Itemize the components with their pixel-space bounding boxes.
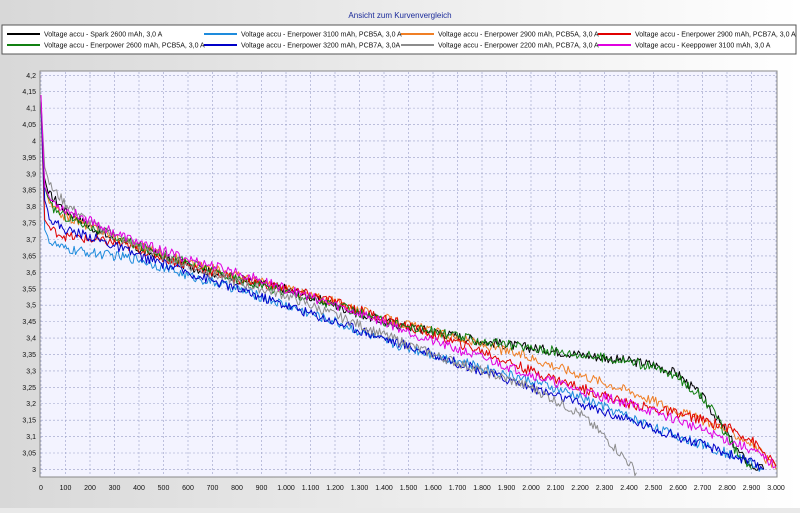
y-tick-label: 3,5 <box>26 303 36 310</box>
y-tick-label: 4,15 <box>22 89 36 96</box>
x-tick-label: 1.000 <box>277 485 295 492</box>
series-layer <box>40 94 777 477</box>
x-tick-label: 2.200 <box>571 485 589 492</box>
grid <box>40 72 777 476</box>
y-tick-label: 3,8 <box>26 204 36 211</box>
x-tick-label: 1.500 <box>400 485 418 492</box>
legend-label: Voltage accu - Keeppower 3100 mAh, 3,0 A <box>635 43 771 50</box>
x-tick-label: 1.700 <box>449 485 467 492</box>
x-axis: 0 100 200 300 400 500 600 700 800 900 1.000 1.100 1.… <box>39 485 785 492</box>
x-tick-label: 2.500 <box>645 485 663 492</box>
legend-label: Voltage accu - Enerpower 3100 mAh, PCB5A… <box>241 32 402 39</box>
y-tick-label: 3,05 <box>22 451 36 458</box>
x-tick-label: 1.200 <box>326 485 344 492</box>
x-tick-label: 400 <box>133 485 145 492</box>
y-tick-label: 3,75 <box>22 221 36 228</box>
x-tick-label: 700 <box>207 485 219 492</box>
y-tick-label: 3 <box>32 467 36 474</box>
y-tick-label: 3,85 <box>22 188 36 195</box>
x-tick-label: 1.600 <box>424 485 442 492</box>
x-tick-label: 2.400 <box>620 485 638 492</box>
legend-label: Voltage accu - Enerpower 3200 mAh, PCB7A… <box>241 43 400 50</box>
x-tick-label: 2.800 <box>718 485 736 492</box>
x-tick-label: 2.600 <box>669 485 687 492</box>
x-tick-label: 2.000 <box>522 485 540 492</box>
y-tick-label: 3,15 <box>22 418 36 425</box>
x-tick-label: 3.000 <box>767 485 785 492</box>
y-tick-label: 3,45 <box>22 319 36 326</box>
y-tick-label: 3,3 <box>26 368 36 375</box>
y-tick-label: 3,1 <box>26 434 36 441</box>
y-tick-label: 4 <box>32 138 36 145</box>
y-tick-label: 3,55 <box>22 286 36 293</box>
y-tick-label: 3,25 <box>22 385 36 392</box>
series-line-8 <box>40 94 777 469</box>
x-tick-label: 2.700 <box>694 485 712 492</box>
y-tick-label: 4,05 <box>22 122 36 129</box>
x-tick-label: 1.400 <box>375 485 393 492</box>
legend-label: Voltage accu - Enerpower 2900 mAh, PCB7A… <box>635 32 796 39</box>
series-line-7 <box>40 101 637 477</box>
chart-title: Ansicht zum Kurvenvergleich <box>348 11 451 20</box>
legend-label: Voltage accu - Enerpower 2200 mAh, PCB7A… <box>438 43 599 50</box>
x-tick-label: 200 <box>84 485 96 492</box>
legend-label: Voltage accu - Enerpower 2600 mAh, PCB5A… <box>44 43 205 50</box>
x-tick-label: 900 <box>256 485 268 492</box>
y-tick-label: 3,9 <box>26 171 36 178</box>
legend-label: Voltage accu - Enerpower 2900 mAh, PCB5A… <box>438 32 599 39</box>
x-tick-label: 2.100 <box>547 485 565 492</box>
y-tick-label: 3,35 <box>22 352 36 359</box>
x-tick-label: 2.300 <box>596 485 614 492</box>
x-tick-label: 600 <box>182 485 194 492</box>
x-tick-label: 800 <box>231 485 243 492</box>
x-tick-label: 300 <box>109 485 121 492</box>
x-tick-label: 100 <box>60 485 72 492</box>
y-tick-label: 3,7 <box>26 237 36 244</box>
x-tick-label: 1.900 <box>498 485 516 492</box>
x-tick-label: 1.100 <box>302 485 320 492</box>
legend: Voltage accu - Spark 2600 mAh, 3,0 A Volt… <box>1 24 797 55</box>
x-tick-label: 500 <box>158 485 170 492</box>
x-tick-label: 0 <box>39 485 43 492</box>
series-line-2 <box>40 108 764 472</box>
x-tick-label: 1.800 <box>473 485 491 492</box>
y-tick-label: 3,4 <box>26 336 36 343</box>
y-axis: 3 3,05 3,1 3,15 3,2 3,25 3,3 3,35 3,4 3,45 3,5 3,55… <box>22 73 36 474</box>
legend-box <box>1 24 797 55</box>
x-tick-label: 2.900 <box>743 485 761 492</box>
y-tick-label: 3,65 <box>22 253 36 260</box>
legend-label: Voltage accu - Spark 2600 mAh, 3,0 A <box>44 32 163 39</box>
y-tick-label: 3,2 <box>26 401 36 408</box>
y-tick-label: 3,6 <box>26 270 36 277</box>
series-line-4 <box>40 101 777 467</box>
y-tick-label: 4,2 <box>26 73 36 80</box>
y-tick-label: 3,95 <box>22 155 36 162</box>
x-tick-label: 1.300 <box>351 485 369 492</box>
y-tick-label: 4,1 <box>26 106 36 113</box>
